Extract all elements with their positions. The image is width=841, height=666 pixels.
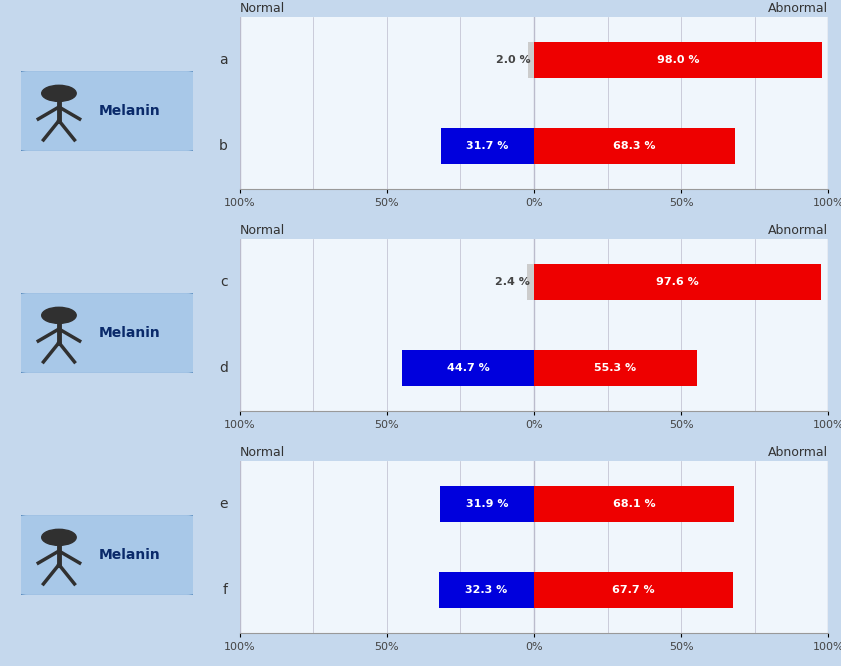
- FancyBboxPatch shape: [18, 292, 197, 374]
- Text: 2.4 %: 2.4 %: [495, 277, 530, 287]
- Circle shape: [42, 85, 77, 101]
- Text: a: a: [220, 53, 228, 67]
- Text: e: e: [220, 497, 228, 511]
- Text: 98.0 %: 98.0 %: [657, 55, 700, 65]
- Text: 2.0 %: 2.0 %: [496, 55, 532, 65]
- Circle shape: [42, 307, 77, 324]
- Bar: [527, 264, 534, 300]
- Text: Normal: Normal: [240, 446, 285, 459]
- Text: Melanin: Melanin: [98, 104, 161, 118]
- Bar: [534, 350, 697, 386]
- Circle shape: [42, 529, 77, 545]
- Text: 97.6 %: 97.6 %: [656, 277, 699, 287]
- Bar: [534, 128, 735, 165]
- Text: c: c: [220, 275, 228, 289]
- Text: 44.7 %: 44.7 %: [447, 363, 489, 373]
- Bar: [440, 486, 534, 522]
- Text: Abnormal: Abnormal: [769, 446, 828, 459]
- Bar: [534, 42, 822, 78]
- Text: Abnormal: Abnormal: [769, 224, 828, 237]
- Bar: [441, 128, 534, 165]
- Bar: [528, 42, 534, 78]
- Text: b: b: [219, 139, 228, 153]
- Text: Melanin: Melanin: [98, 548, 161, 562]
- Bar: [534, 264, 822, 300]
- Text: 31.7 %: 31.7 %: [466, 141, 509, 151]
- Bar: [439, 572, 534, 608]
- Text: 55.3 %: 55.3 %: [595, 363, 637, 373]
- Bar: [534, 572, 733, 608]
- Text: Normal: Normal: [240, 2, 285, 15]
- Text: f: f: [223, 583, 228, 597]
- Text: 67.7 %: 67.7 %: [612, 585, 655, 595]
- Text: 68.3 %: 68.3 %: [613, 141, 656, 151]
- Text: Abnormal: Abnormal: [769, 2, 828, 15]
- Text: Normal: Normal: [240, 224, 285, 237]
- Text: Melanin: Melanin: [98, 326, 161, 340]
- Text: 31.9 %: 31.9 %: [466, 499, 508, 509]
- Bar: [403, 350, 534, 386]
- Text: 68.1 %: 68.1 %: [613, 499, 656, 509]
- Text: d: d: [219, 361, 228, 375]
- Text: 32.3 %: 32.3 %: [465, 585, 508, 595]
- FancyBboxPatch shape: [18, 70, 197, 152]
- FancyBboxPatch shape: [18, 514, 197, 596]
- Bar: [534, 486, 734, 522]
